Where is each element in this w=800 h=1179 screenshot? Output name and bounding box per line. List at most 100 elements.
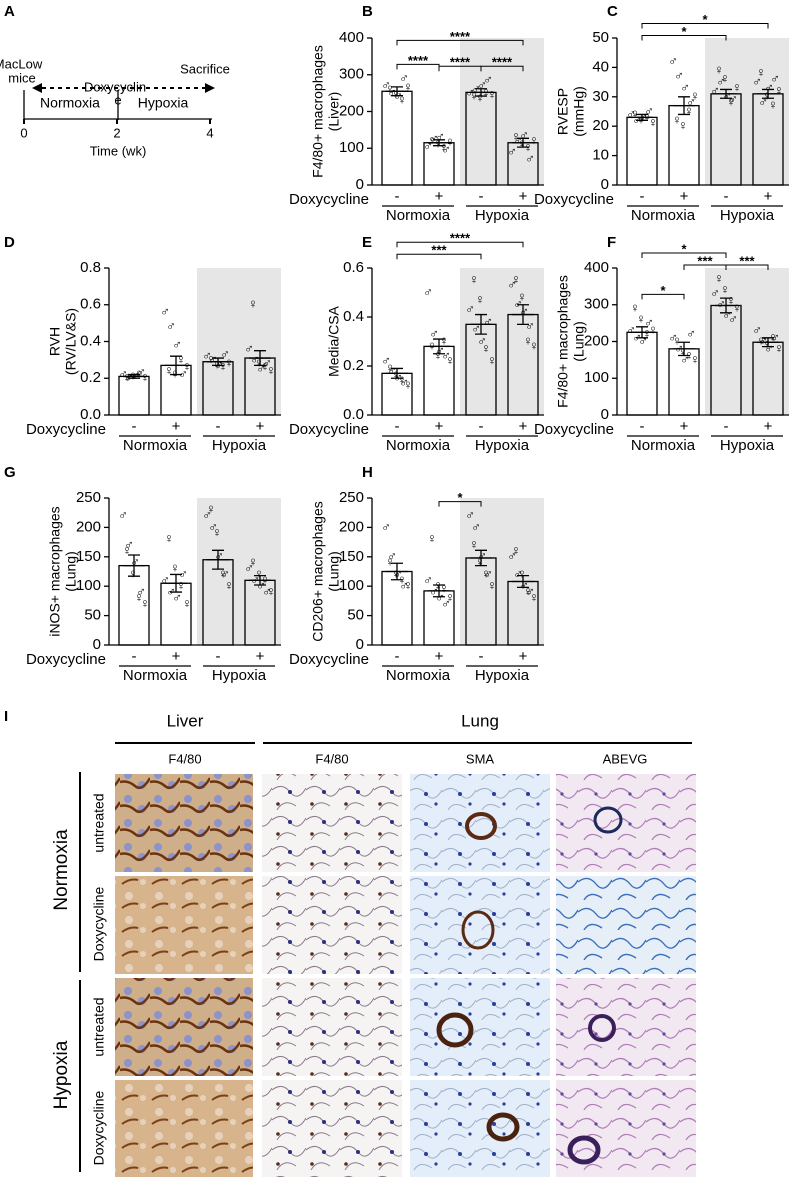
point-female: ♀ bbox=[403, 578, 413, 593]
y-axis-label: (RV/LV&S) bbox=[63, 308, 79, 375]
micrograph bbox=[410, 774, 550, 872]
category-label: - bbox=[479, 188, 484, 205]
error-bar bbox=[631, 113, 653, 121]
error-bar bbox=[428, 139, 450, 147]
point-female: ♀ bbox=[433, 348, 443, 363]
point-female: ♀ bbox=[266, 584, 276, 599]
treatment-label: untreated bbox=[91, 793, 107, 852]
point-male: ♂ bbox=[250, 351, 260, 366]
tissue-label: Lung bbox=[461, 711, 499, 730]
point-female: ♀ bbox=[774, 340, 784, 355]
point-male: ♂ bbox=[668, 329, 678, 344]
error-bar bbox=[249, 350, 271, 367]
point-female: ♀ bbox=[122, 542, 132, 557]
error-bar bbox=[512, 137, 534, 148]
point-female: ♀ bbox=[391, 566, 401, 581]
point-male: ♂ bbox=[483, 313, 493, 328]
point-female: ♀ bbox=[630, 300, 640, 315]
y-tick-label: 100 bbox=[76, 577, 101, 594]
category-label: + bbox=[435, 188, 444, 205]
category-label: - bbox=[216, 418, 221, 435]
y-tick-label: 0.0 bbox=[80, 406, 101, 423]
y-tick-label: 0 bbox=[356, 176, 364, 193]
significance-bracket bbox=[641, 23, 769, 29]
point-female: ♀ bbox=[182, 359, 192, 374]
y-axis-label: (Lung) bbox=[63, 551, 79, 591]
point-female: ♀ bbox=[427, 338, 437, 353]
point-female: ♀ bbox=[529, 589, 539, 604]
point-male: ♂ bbox=[130, 554, 140, 569]
y-axis-label: (Lung) bbox=[326, 551, 342, 591]
point-male: ♂ bbox=[423, 138, 433, 153]
y-tick-label: 200 bbox=[339, 518, 364, 535]
point-male: ♂ bbox=[387, 548, 397, 563]
error-bar bbox=[386, 86, 408, 97]
point-male: ♂ bbox=[262, 584, 272, 599]
point-female: ♀ bbox=[397, 92, 407, 107]
y-tick-label: 0.6 bbox=[80, 296, 101, 313]
point-female: ♀ bbox=[122, 370, 132, 385]
drug-label: Doxycyclin bbox=[84, 79, 146, 94]
stain-label: SMA bbox=[466, 751, 495, 766]
micrograph bbox=[115, 876, 253, 974]
point-male: ♂ bbox=[644, 315, 654, 330]
y-tick-label: 0.6 bbox=[343, 259, 364, 276]
group-label: Normoxia bbox=[631, 207, 696, 224]
point-female: ♀ bbox=[642, 326, 652, 341]
point-male: ♂ bbox=[256, 361, 266, 376]
category-label: + bbox=[256, 648, 265, 665]
point-female: ♀ bbox=[218, 359, 228, 374]
panel-letter: G bbox=[4, 464, 16, 481]
x-axis-label: Time (wk) bbox=[90, 143, 147, 158]
point-female: ♀ bbox=[517, 566, 527, 581]
y-tick-label: 50 bbox=[84, 607, 101, 624]
shaded-region bbox=[460, 498, 544, 645]
group-label: Hypoxia bbox=[475, 437, 530, 454]
error-bar bbox=[715, 88, 737, 99]
y-axis-label: CD206+ macrophages bbox=[310, 501, 326, 641]
category-label: + bbox=[680, 418, 689, 435]
category-label: - bbox=[132, 648, 137, 665]
micrograph bbox=[556, 978, 696, 1076]
point-female: ♀ bbox=[260, 572, 270, 587]
point-male: ♂ bbox=[519, 304, 529, 319]
treatment-label: Doxycycline bbox=[289, 421, 369, 438]
point-female: ♀ bbox=[630, 106, 640, 121]
point-male: ♂ bbox=[136, 584, 146, 599]
y-tick-label: 50 bbox=[347, 607, 364, 624]
point-male: ♂ bbox=[477, 333, 487, 348]
point-male: ♂ bbox=[160, 572, 170, 587]
category-label: - bbox=[395, 418, 400, 435]
significance-label: **** bbox=[450, 231, 471, 246]
treatment-label: Doxycycline bbox=[534, 191, 614, 208]
point-male: ♂ bbox=[441, 595, 451, 610]
y-axis-label: RVH bbox=[47, 327, 63, 356]
end-label: Sacrifice bbox=[180, 61, 230, 76]
bar-chart: F F4/80+ macrophages (Lung) 0 100 200 300 400 - ♂… bbox=[534, 234, 789, 454]
error-bar bbox=[386, 562, 408, 581]
category-label: + bbox=[435, 418, 444, 435]
point-female: ♀ bbox=[140, 370, 150, 385]
point-male: ♂ bbox=[764, 79, 774, 94]
point-female: ♀ bbox=[648, 322, 658, 337]
point-female: ♀ bbox=[397, 372, 407, 387]
y-axis-label: Media/CSA bbox=[326, 305, 342, 376]
shaded-region bbox=[460, 38, 544, 185]
vessel bbox=[465, 812, 497, 840]
y-tick-label: 0.8 bbox=[80, 259, 101, 276]
category-label: + bbox=[680, 188, 689, 205]
point-male: ♂ bbox=[525, 318, 535, 333]
point-female: ♀ bbox=[248, 296, 258, 311]
point-female: ♀ bbox=[445, 353, 455, 368]
category-label: - bbox=[216, 648, 221, 665]
significance-label: *** bbox=[739, 253, 755, 268]
tissue-label: Liver bbox=[167, 711, 204, 730]
point-female: ♀ bbox=[726, 293, 736, 308]
point-female: ♀ bbox=[134, 589, 144, 604]
error-bar bbox=[757, 337, 779, 348]
significance-label: * bbox=[681, 241, 687, 256]
point-female: ♀ bbox=[714, 270, 724, 285]
point-male: ♂ bbox=[166, 318, 176, 333]
